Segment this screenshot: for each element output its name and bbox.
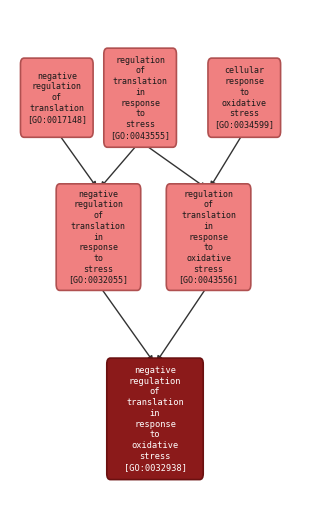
Text: regulation
of
translation
in
response
to
oxidative
stress
[GO:0043556]: regulation of translation in response to…	[179, 189, 239, 285]
FancyBboxPatch shape	[56, 184, 141, 290]
Text: negative
regulation
of
translation
in
response
to
stress
[GO:0032055]: negative regulation of translation in re…	[69, 189, 128, 285]
FancyBboxPatch shape	[104, 48, 176, 147]
FancyBboxPatch shape	[107, 358, 203, 480]
FancyBboxPatch shape	[166, 184, 251, 290]
FancyBboxPatch shape	[208, 58, 281, 138]
FancyBboxPatch shape	[20, 58, 93, 138]
Text: negative
regulation
of
translation
in
response
to
oxidative
stress
[GO:0032938]: negative regulation of translation in re…	[123, 366, 187, 472]
Text: regulation
of
translation
in
response
to
stress
[GO:0043555]: regulation of translation in response to…	[110, 56, 170, 140]
Text: negative
regulation
of
translation
[GO:0017148]: negative regulation of translation [GO:0…	[27, 72, 87, 124]
Text: cellular
response
to
oxidative
stress
[GO:0034599]: cellular response to oxidative stress [G…	[214, 66, 274, 129]
